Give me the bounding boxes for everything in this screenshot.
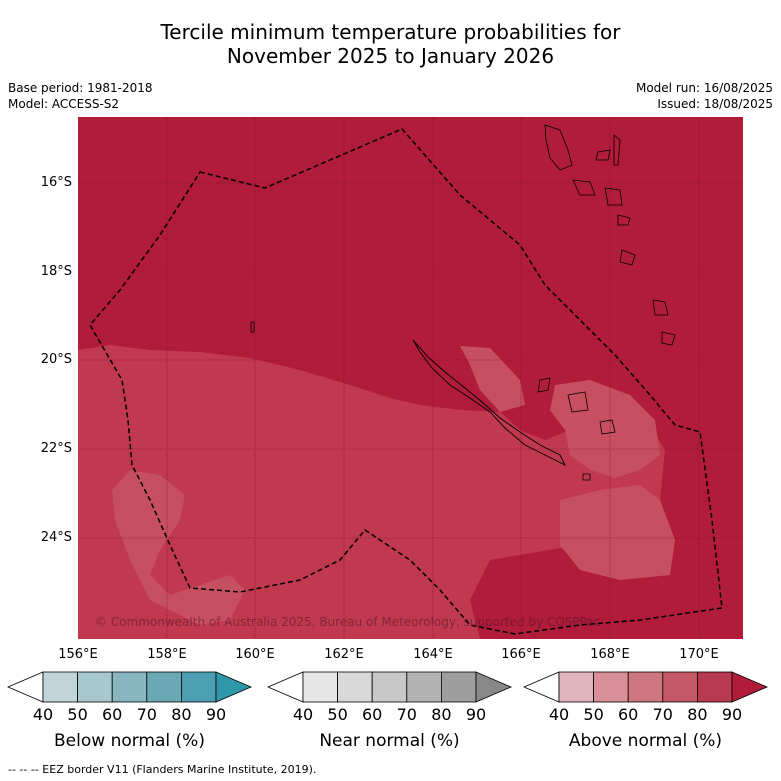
small-island-1: [250, 321, 255, 333]
colorbar-2-bin-3: [662, 671, 698, 703]
meta-right: Model run: 16/08/2025 Issued: 18/08/2025: [636, 80, 773, 112]
colorbar-1-label: Near normal (%): [319, 731, 460, 751]
meta-left: Base period: 1981-2018 Model: ACCESS-S2: [8, 80, 153, 112]
y-tick-24s: 24°S: [40, 530, 72, 545]
colorbar-2-tick-2: 60: [618, 705, 639, 724]
loyalty-island-3: [599, 419, 616, 435]
colorbar-2-over: [731, 671, 769, 703]
prob-region-70-b: [550, 380, 660, 478]
loyalty-island-1: [537, 377, 551, 393]
colorbar-2-bin-1: [593, 671, 629, 703]
colorbar-2-tick-1: 50: [583, 705, 604, 724]
prob-region-70-a: [460, 346, 525, 412]
colorbar-1-tick-5: 90: [465, 705, 487, 724]
colorbar-2-tick-0: 40: [548, 705, 570, 724]
y-tick-18s: 18°S: [40, 264, 72, 279]
colorbar-0-tick-0: 40: [32, 705, 54, 724]
colorbar-0-tick-3: 70: [136, 705, 157, 724]
colorbar-2-bin-4: [697, 671, 733, 703]
x-tick-168e: 168°E: [590, 647, 630, 662]
colorbar-1-under: [266, 671, 304, 703]
colorbar-2-tick-5: 90: [721, 705, 743, 724]
prob-region-70-d: [560, 485, 675, 580]
base-period: Base period: 1981-2018: [8, 81, 153, 95]
colorbar-0-tick-4: 80: [171, 705, 192, 724]
colorbar-0-tick-2: 60: [102, 705, 123, 724]
vanuatu-islands: [544, 124, 676, 346]
graticule: [78, 117, 743, 639]
colorbar-0: [6, 671, 253, 703]
x-tick-160e: 160°E: [235, 647, 275, 662]
colorbar-2-bin-2: [627, 671, 664, 703]
colorbar-2-label: Above normal (%): [568, 731, 723, 751]
x-tick-156e: 156°E: [58, 647, 98, 662]
x-tick-162e: 162°E: [324, 647, 364, 662]
colorbar-1-tick-4: 80: [431, 705, 452, 724]
colorbar-2-under: [522, 671, 560, 703]
x-tick-166e: 166°E: [501, 647, 541, 662]
loyalty-island-2: [567, 391, 589, 413]
issued-date: Issued: 18/08/2025: [657, 97, 773, 111]
colorbar-0-bin-2: [111, 671, 148, 703]
colorbar-0-bin-1: [77, 671, 113, 703]
colorbar-0-label: Below normal (%): [54, 731, 205, 751]
prob-region-80: [78, 345, 665, 639]
colorbar-1-over: [475, 671, 513, 703]
model-run: Model run: 16/08/2025: [635, 81, 773, 95]
colorbar-0-bin-4: [180, 671, 217, 703]
colorbar-1-bin-1: [337, 671, 373, 703]
colorbar-2: [522, 671, 769, 703]
colorbar-1: [266, 671, 513, 703]
title-line-1: Tercile minimum temperature probabilitie…: [160, 20, 621, 44]
colorbar-1-tick-2: 60: [362, 705, 383, 724]
x-tick-158e: 158°E: [147, 647, 187, 662]
colorbar-1-bin-2: [371, 671, 408, 703]
colorbar-2-bin-0: [558, 671, 594, 703]
colorbar-0-tick-1: 50: [67, 705, 88, 724]
y-tick-20s: 20°S: [40, 352, 72, 367]
x-tick-164e: 164°E: [413, 647, 453, 662]
model-name: Model: ACCESS-S2: [8, 97, 120, 111]
colorbar-0-over: [215, 671, 253, 703]
copyright-notice: © Commonwealth of Australia 2025, Bureau…: [95, 615, 601, 629]
colorbars: [6, 671, 769, 703]
map-title: Tercile minimum temperature probabilitie…: [0, 20, 781, 68]
y-tick-16s: 16°S: [40, 175, 72, 190]
colorbar-2-tick-4: 80: [687, 705, 708, 724]
colorbar-1-bin-4: [440, 671, 477, 703]
isle-of-pines: [582, 473, 591, 481]
y-tick-22s: 22°S: [40, 441, 72, 456]
colorbar-1-tick-0: 40: [292, 705, 314, 724]
colorbar-0-bin-0: [42, 671, 78, 703]
colorbar-1-tick-3: 70: [396, 705, 417, 724]
colorbar-0-tick-5: 90: [205, 705, 227, 724]
colorbar-1-bin-3: [406, 671, 442, 703]
colorbar-1-bin-0: [302, 671, 338, 703]
colorbar-0-bin-3: [146, 671, 182, 703]
x-tick-170e: 170°E: [679, 647, 719, 662]
colorbar-1-tick-1: 50: [327, 705, 348, 724]
prob-region-70-c: [112, 470, 245, 625]
colorbar-2-tick-3: 70: [652, 705, 673, 724]
new-caledonia-island: [412, 339, 567, 467]
title-line-2: November 2025 to January 2026: [226, 44, 555, 68]
colorbar-0-under: [6, 671, 44, 703]
eez-footer-note: -- -- -- EEZ border V11 (Flanders Marine…: [8, 763, 317, 776]
